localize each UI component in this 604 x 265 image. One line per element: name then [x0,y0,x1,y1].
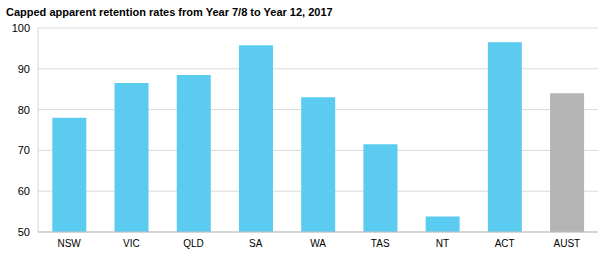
svg-text:90: 90 [18,63,30,75]
svg-text:60: 60 [18,185,30,197]
svg-text:TAS: TAS [371,238,390,249]
svg-text:70: 70 [18,144,30,156]
svg-text:80: 80 [18,104,30,116]
svg-text:AUST: AUST [554,238,581,249]
svg-text:VIC: VIC [123,238,140,249]
svg-text:SA: SA [249,238,263,249]
svg-text:50: 50 [18,226,30,238]
svg-text:NSW: NSW [57,238,81,249]
svg-text:NT: NT [436,238,449,249]
svg-text:QLD: QLD [183,238,204,249]
html-text:Capped apparent retention rate: Capped apparent retention rates from Yea… [6,6,333,18]
svg-text:100: 100 [12,22,30,34]
svg-text:ACT: ACT [495,238,515,249]
svg-text:WA: WA [310,238,326,249]
